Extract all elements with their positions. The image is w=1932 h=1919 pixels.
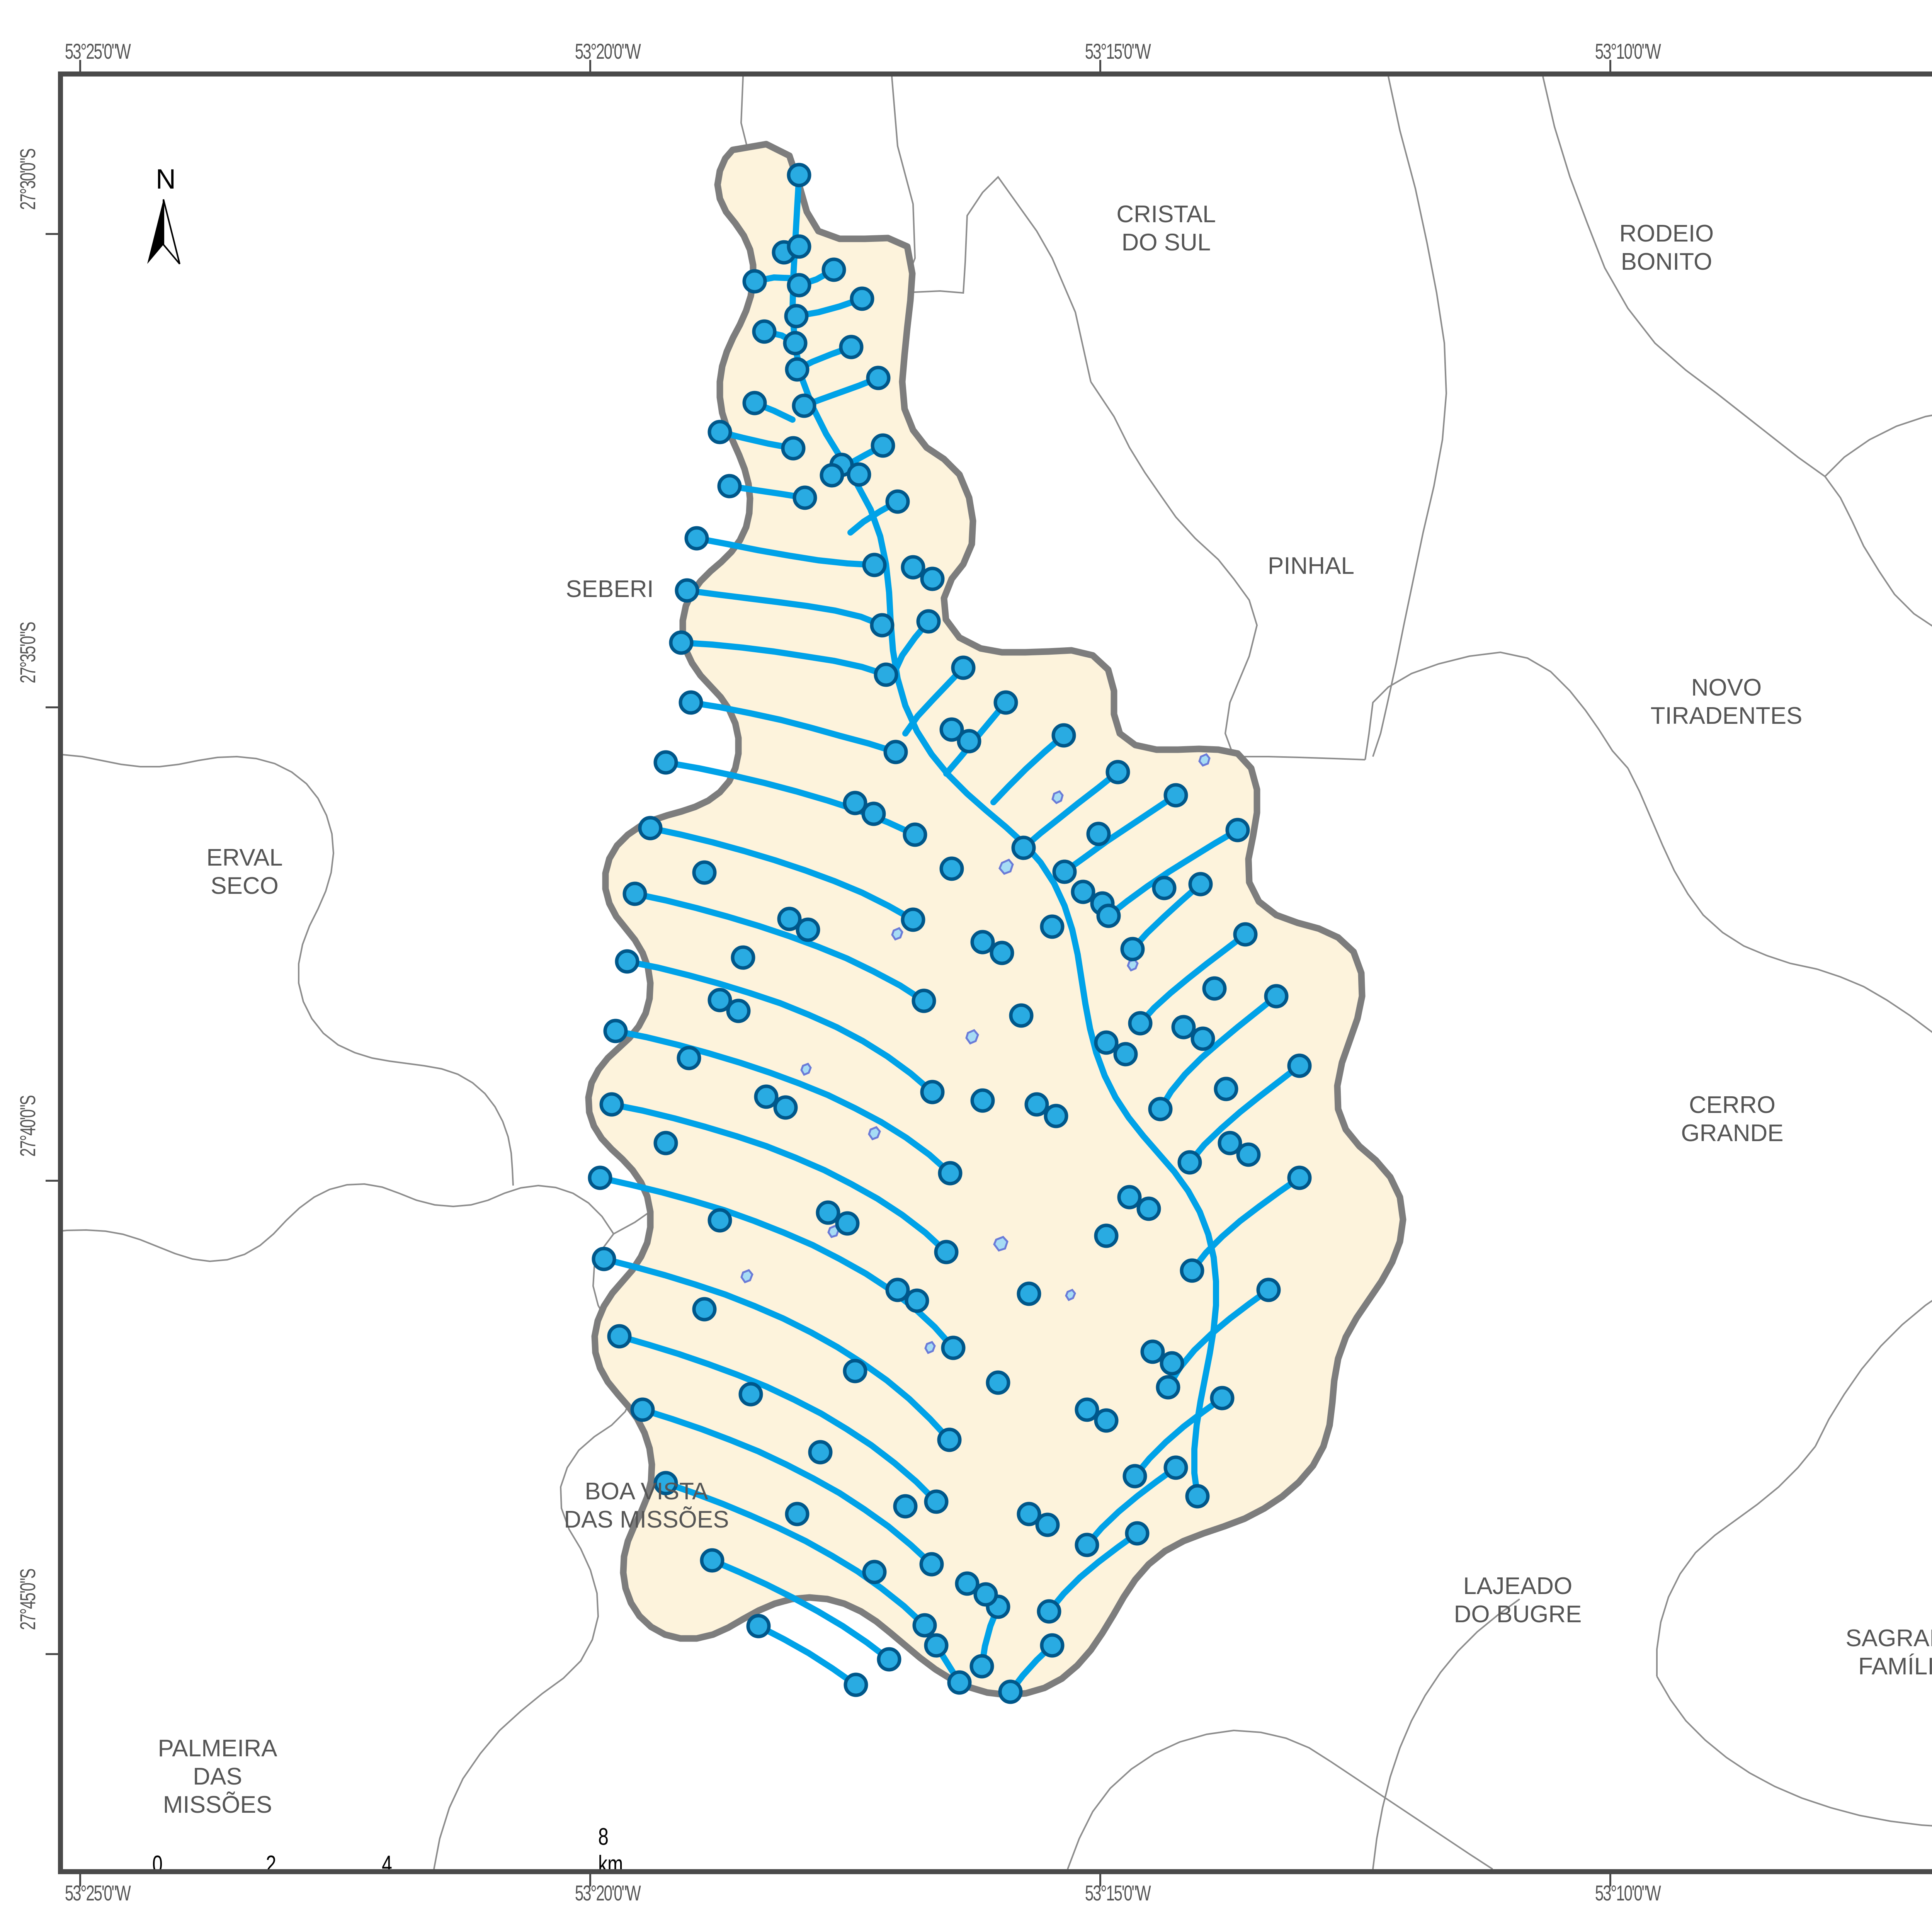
graticule-label-top-1: 53°20'0"W [575, 39, 641, 63]
scale-tick-1: 2 [266, 1851, 276, 1874]
neighbor-municipality-label: PINHAL [1268, 553, 1354, 579]
north-arrow: N [144, 163, 194, 279]
north-label: N [156, 164, 176, 195]
graticule-label-bottom-1: 53°20'0"W [575, 1881, 641, 1905]
graticule-tick-left-1 [46, 706, 58, 708]
graticule-label-bottom-3: 53°10'0"W [1595, 1881, 1661, 1905]
graticule-tick-top-2 [1099, 60, 1101, 72]
graticule-label-top-3: 53°10'0"W [1595, 39, 1661, 63]
graticule-tick-top-0 [79, 60, 81, 72]
neighbor-municipality-label: CERRO GRANDE [1681, 1092, 1784, 1147]
municipality-polygon[interactable] [585, 141, 1406, 1698]
neighbor-municipality-label: NOVO TIRADENTES [1650, 674, 1803, 730]
scale-bar: 0 2 4 8 km [152, 1824, 623, 1874]
neighbor-municipality-label: ERVAL SECO [206, 844, 283, 900]
neighbor-boundaries [63, 77, 1932, 1869]
scale-tick-2: 4 [382, 1851, 392, 1874]
graticule-label-top-2: 53°15'0"W [1085, 39, 1151, 63]
graticule-tick-left-3 [46, 1653, 58, 1655]
graticule-label-bottom-2: 53°15'0"W [1085, 1881, 1151, 1905]
graticule-tick-left-0 [46, 233, 58, 235]
neighbor-municipality-label: LAJEADO DO BUGRE [1454, 1573, 1582, 1628]
graticule-tick-bottom-3 [1609, 1874, 1611, 1887]
neighbor-municipality-label: SEBERI [566, 576, 654, 602]
graticule-tick-left-2 [46, 1180, 58, 1182]
neighbor-municipality-label: PALMEIRA DAS MISSÕES [158, 1735, 277, 1819]
scale-tick-0: 0 [152, 1851, 163, 1874]
graticule-label-top-0: 53°25'0"W [65, 39, 131, 63]
graticule-tick-bottom-1 [589, 1874, 591, 1887]
graticule-label-bottom-0: 53°25'0"W [65, 1881, 131, 1905]
neighbor-municipality-label: CRISTAL DO SUL [1116, 201, 1216, 256]
neighbor-municipality-label: SAGRADAFAMÍLIA [1845, 1625, 1932, 1680]
graticule-tick-bottom-0 [79, 1874, 81, 1887]
scale-tick-3: 8 km [598, 1824, 623, 1874]
graticule-label-left-2: 27°40'0"S [15, 1096, 40, 1157]
water-bodies [740, 753, 1211, 1354]
graticule-label-left-3: 27°45'0"S [15, 1569, 40, 1630]
graticule-tick-top-3 [1609, 60, 1611, 72]
neighbor-municipality-label: RODEIO BONITO [1619, 220, 1714, 276]
graticule-tick-top-1 [589, 60, 591, 72]
map-canvas[interactable] [63, 77, 1932, 1869]
nascentes-points [588, 163, 1312, 1704]
neighbor-municipality-label: BOA VISTA DAS MISSÕES [564, 1478, 729, 1533]
graticule-label-left-1: 27°35'0"S [15, 622, 40, 684]
graticule-label-left-0: 27°30'0"S [15, 149, 40, 210]
graticule-tick-bottom-2 [1099, 1874, 1101, 1887]
